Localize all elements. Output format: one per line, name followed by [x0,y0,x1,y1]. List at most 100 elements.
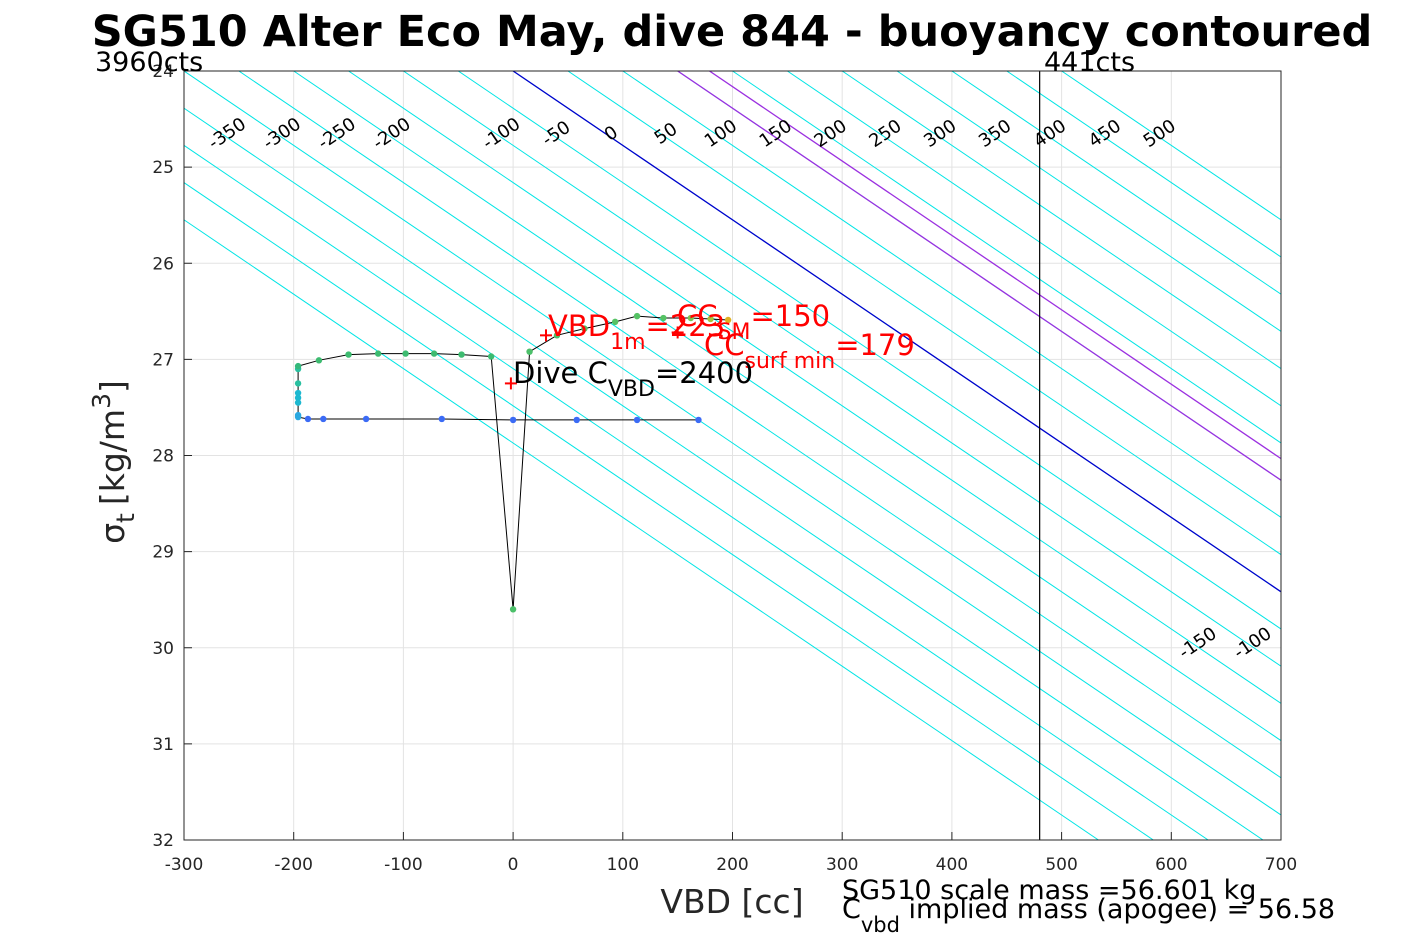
footer-implied-rest: implied mass (apogee) = 56.58 [900,894,1335,925]
ccsurf-main: CC [704,328,745,362]
dive-data-point [430,350,438,357]
contour-line [622,71,1281,519]
annotation-cc-sm: CCSM=150 [677,299,830,345]
dive-data-point [660,314,667,322]
markers [504,326,684,390]
annotation-dive-cvbd: Dive CVBD=2400 [513,356,753,402]
axis-ticks: -300 -200 -100 0 100 200 300 400 500 600 700 24 25 26… [152,62,1297,875]
dive-data-point [320,415,327,423]
contour-line [896,71,1281,333]
vbd1m-main: VBD [548,309,610,343]
x-tick-label: 500 [1045,855,1077,875]
contour-line [348,71,1281,705]
dive-data-point [687,314,695,322]
contour-line [184,71,1281,816]
contour-line [1006,71,1281,258]
divecvbd-value: =2400 [655,356,753,390]
x-tick-label: -200 [274,855,313,875]
contour-line-highlight [512,71,1281,593]
dive-data-point [304,415,312,423]
contour-line [457,71,1281,630]
dive-data-point [573,416,580,424]
annotation-vbd-1m: VBD1m=223 [548,309,725,355]
y-label-symbol: σ [93,523,132,544]
chart-title: SG510 Alter Eco May, dive 844 - buoyancy… [92,7,1373,57]
dive-data-point [509,416,517,424]
x-tick-label: 700 [1265,855,1297,875]
dive-data-point [707,315,714,323]
contour-line [184,181,1154,840]
ccsurf-sub: surf min [745,349,836,374]
y-label-units: [kg/m [93,409,132,505]
dive-data-point [294,389,302,397]
contour-line [238,71,1281,779]
dive-data-point [581,325,588,332]
contour-line [184,219,1099,840]
contour-line [841,71,1281,370]
x-tick-label: -100 [384,855,423,875]
divecvbd-main: Dive C [513,356,608,390]
dive-data-point [294,394,302,402]
dive-data-point [345,351,352,358]
contour-line-highlight [709,71,1281,460]
dive-data-point [438,415,445,423]
dive-data-point [362,415,370,423]
dive-data-point [633,312,641,320]
y-tick-label: 28 [152,447,174,467]
contour-line [184,144,1209,840]
vbd1m-sub: 1m [610,330,645,355]
divecvbd-sub: VBD [608,377,655,402]
y-tick-label: 29 [152,543,174,563]
y-tick-label: 30 [152,639,174,659]
dive-data-point [724,316,732,324]
ccsurf-value: =179 [835,328,915,362]
x-tick-label: -300 [165,855,204,875]
dive-data-point [294,411,302,419]
contour-line [184,107,1264,840]
ccsm-value: =150 [750,299,830,333]
dive-data-point [458,351,465,358]
footer-c: C [842,894,861,925]
dive-data-point [294,362,302,370]
dive-data-point [553,332,561,339]
contour-line [567,71,1281,556]
dive-data-point [294,380,302,387]
y-tick-label: 25 [152,158,174,178]
dive-data-point [402,350,409,357]
contour-line [1061,71,1281,221]
y-label-close: ] [93,380,132,393]
dive-data-point [695,416,702,424]
dive-data-point [509,606,517,613]
y-tick-label: 26 [152,254,174,274]
x-tick-label: 200 [716,855,748,875]
y-tick-label: 24 [152,62,174,82]
contour-line [787,71,1281,407]
dive-data-point [633,416,641,424]
dive-data-point [374,350,382,357]
y-label-sup: 3 [87,393,116,409]
y-axis-label: σt [kg/m3] [87,380,140,544]
x-axis-label: VBD [cc] [660,882,803,921]
corner-label-right: 441cts [1044,47,1135,78]
contour-line [951,71,1281,295]
x-tick-label: 100 [607,855,639,875]
x-tick-label: 300 [826,855,858,875]
ccsm-sub: SM [718,320,751,345]
contour-line-highlight [677,71,1281,481]
contour-line [293,71,1281,742]
dive-data-point [611,318,619,326]
y-tick-label: 32 [152,831,174,851]
dive-data-point [315,357,323,364]
y-tick-label: 27 [152,350,174,370]
corner-label-left: 3960cts [95,47,203,78]
x-tick-label: 0 [508,855,519,875]
annotation-cc-surf-min: CCsurf min=179 [704,328,915,374]
x-tick-label: 600 [1155,855,1187,875]
footer-vbd-sub: vbd [861,913,900,937]
x-tick-label: 400 [936,855,968,875]
y-tick-label: 31 [152,735,174,755]
dive-data-point [487,353,495,360]
dive-data-point [294,399,302,406]
y-label-sub: t [111,513,140,523]
